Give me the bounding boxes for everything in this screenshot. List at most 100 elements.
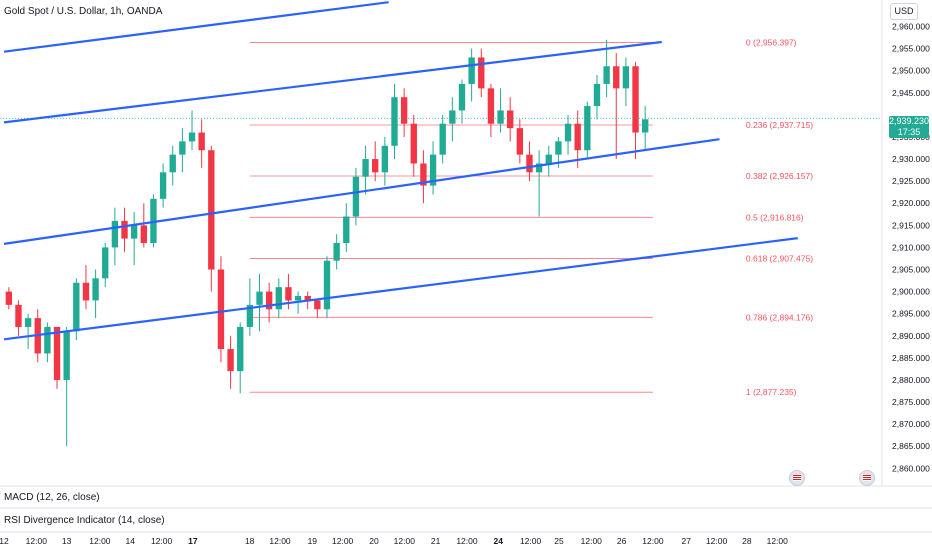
trendline[interactable]	[3, 138, 720, 245]
time-tick-label: 12:00	[89, 536, 111, 546]
candle-body	[535, 163, 543, 173]
time-axis[interactable]: 12 12:00 13 12:00 14 12:00 17 18 12:00 19 12:00 20 1…	[0, 536, 788, 546]
candle-body	[564, 123, 572, 142]
candle-body	[400, 97, 408, 124]
time-tick-label: 25	[554, 536, 564, 546]
candle-body	[613, 66, 620, 89]
candle-body	[449, 110, 456, 124]
time-tick-label: 14	[126, 536, 136, 546]
candle-body	[526, 154, 533, 173]
candle-body	[169, 154, 176, 173]
time-tick-label: 12	[0, 536, 9, 546]
candle-body	[478, 57, 485, 89]
price-tick-label: 2,915.000	[892, 220, 930, 230]
candle-body	[130, 225, 138, 239]
trendlines[interactable]	[3, 1, 798, 341]
time-tick-label: 12:00	[394, 536, 416, 546]
candle-body	[92, 278, 99, 301]
us-flag-icon[interactable]	[859, 470, 875, 486]
fib-level-label: 0.786 (2,894.176)	[746, 312, 813, 322]
time-tick-label: 12:00	[520, 536, 542, 546]
time-tick-label: 21	[431, 536, 441, 546]
candle-body	[102, 247, 109, 279]
time-tick-label: 27	[681, 536, 691, 546]
price-tick-label: 2,865.000	[892, 441, 930, 451]
candle-body	[429, 154, 437, 186]
candle-body	[507, 110, 514, 129]
time-tick-label: 17	[188, 536, 198, 546]
candle-body	[111, 220, 119, 248]
price-tick-label: 2,870.000	[892, 419, 930, 429]
candle-body	[420, 163, 427, 186]
candle-body	[372, 159, 379, 173]
last-price-badge: 2,939.230 17:35	[889, 116, 929, 138]
price-tick-label: 2,945.000	[892, 88, 930, 98]
candle-body	[256, 291, 263, 305]
currency-selector[interactable]: USD	[890, 3, 918, 20]
price-tick-label: 2,920.000	[892, 198, 930, 208]
fib-level-label: 0.236 (2,937.715)	[746, 120, 813, 130]
fib-level-label: 1 (2,877.235)	[746, 387, 797, 397]
candle-body	[410, 123, 417, 164]
fib-level-label: 0.5 (2,916.816)	[746, 212, 804, 222]
time-tick-label: 19	[308, 536, 318, 546]
candle-body	[285, 287, 292, 301]
time-tick-label: 12:00	[642, 536, 664, 546]
rsi-indicator-label[interactable]: RSI Divergence Indicator (14, close)	[4, 515, 165, 526]
candle-body	[439, 123, 446, 155]
candle-body	[574, 123, 581, 151]
us-flag-icon[interactable]	[789, 470, 805, 486]
candle-body	[391, 97, 398, 146]
candle-body	[237, 326, 244, 372]
trendline[interactable]	[3, 1, 389, 53]
fibonacci-retracement[interactable]: 0 (2,956.397) 0.236 (2,937.715) 0.382 (2,9…	[249, 37, 814, 397]
symbol-title[interactable]: Gold Spot / U.S. Dollar, 1h, OANDA	[4, 6, 163, 17]
candle-body	[381, 145, 389, 173]
candle-body	[15, 304, 22, 327]
time-tick-label: 12:00	[581, 536, 603, 546]
candle-body	[555, 141, 562, 155]
price-tick-label: 2,890.000	[892, 331, 930, 341]
candle-body	[314, 300, 321, 310]
candle-body	[362, 159, 369, 177]
candle-body	[217, 269, 225, 350]
time-tick-label: 12:00	[151, 536, 173, 546]
last-price-value: 2,939.230	[889, 116, 930, 126]
price-tick-label: 2,885.000	[892, 353, 930, 363]
candle-body	[468, 57, 475, 84]
price-tick-label: 2,875.000	[892, 397, 930, 407]
price-tick-label: 2,900.000	[892, 287, 930, 297]
candlestick-series	[5, 39, 649, 447]
price-axis[interactable]: 2,960.000 2,955.000 2,950.000 2,945.000 2,93…	[0, 0, 932, 533]
time-tick-label: 12:00	[456, 536, 478, 546]
candle-body	[275, 287, 282, 310]
candle-body	[227, 349, 234, 372]
price-tick-label: 2,905.000	[892, 265, 930, 275]
price-tick-label: 2,880.000	[892, 375, 930, 385]
candle-body	[246, 304, 254, 327]
candle-body	[343, 216, 350, 243]
candle-body	[24, 318, 32, 327]
time-tick-label: 12:00	[706, 536, 728, 546]
trendline[interactable]	[3, 237, 798, 341]
price-tick-label: 2,955.000	[892, 44, 930, 54]
price-tick-label: 2,950.000	[892, 66, 930, 76]
candle-body	[323, 260, 331, 310]
candle-body	[159, 172, 167, 199]
bar-countdown: 17:35	[897, 127, 921, 137]
candle-body	[140, 225, 147, 243]
price-tick-label: 2,910.000	[892, 242, 930, 252]
macd-indicator-label[interactable]: MACD (12, 26, close)	[4, 492, 100, 503]
candle-body	[63, 331, 70, 380]
candle-body	[265, 291, 273, 310]
time-tick-label: 12:00	[767, 536, 789, 546]
candle-body	[641, 119, 649, 133]
candle-body	[497, 110, 504, 124]
fib-level-label: 0.382 (2,926.157)	[746, 171, 813, 181]
time-tick-label: 18	[245, 536, 255, 546]
price-tick-label: 2,930.000	[892, 154, 930, 164]
candle-body	[584, 106, 591, 151]
trendline[interactable]	[3, 40, 662, 124]
candle-body	[53, 326, 61, 380]
